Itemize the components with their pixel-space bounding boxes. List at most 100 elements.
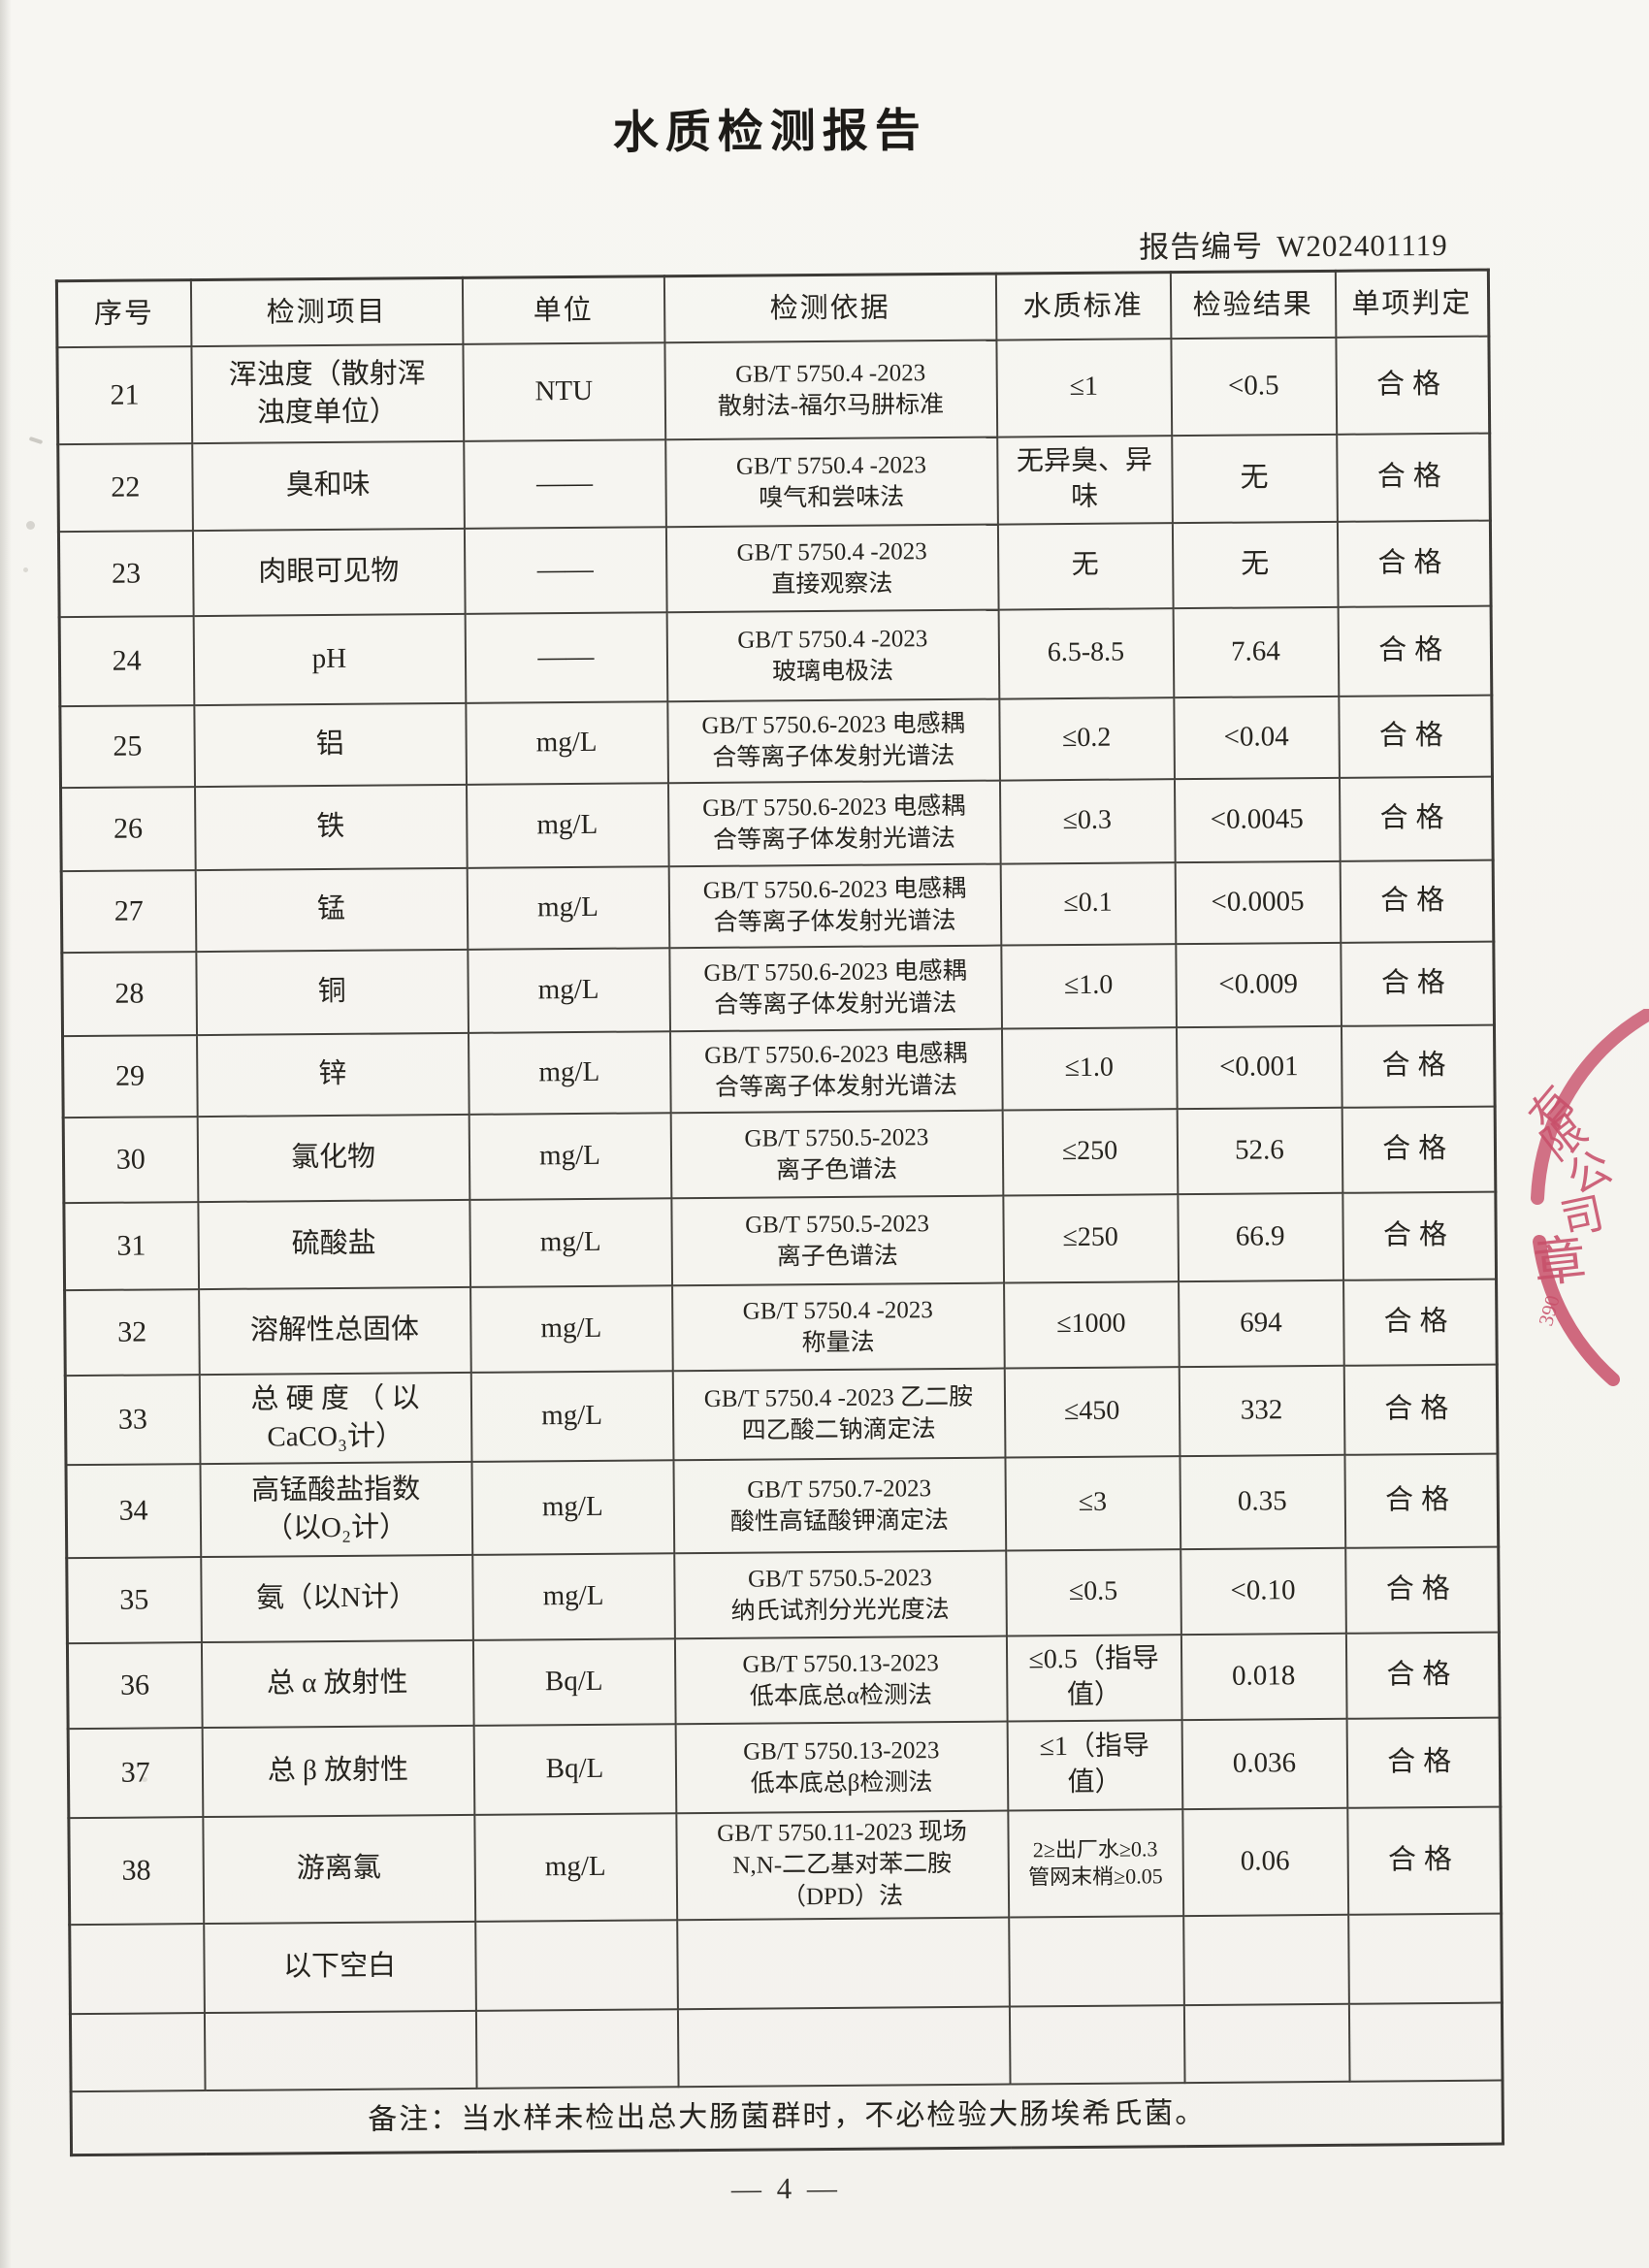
page-title: 水质检测报告 — [612, 104, 927, 158]
cell-unit: mg/L — [467, 865, 669, 950]
cell-method: GB/T 5750.7-2023 酸性高锰酸钾滴定法 — [672, 1457, 1006, 1553]
table-row: 22 臭和味 —— GB/T 5750.4 -2023 嗅气和尝味法 无异臭、异… — [57, 433, 1491, 532]
seal-char: 司 — [1557, 1189, 1608, 1245]
header-method: 检测依据 — [663, 274, 996, 342]
cell-judgment: 合格 — [1341, 1024, 1496, 1108]
cell-judgment: 合格 — [1346, 1806, 1502, 1915]
cell-item: 氯化物 — [197, 1114, 469, 1202]
cell-standard: 无 — [997, 522, 1174, 610]
table-row: 23 肉眼可见物 —— GB/T 5750.4 -2023 直接观察法 无 无 … — [58, 520, 1492, 617]
cell-judgment: 合格 — [1346, 1717, 1501, 1808]
cell-result: 无 — [1172, 521, 1339, 608]
cell-method: GB/T 5750.4 -2023 散射法-福尔马肼标准 — [663, 340, 997, 439]
cell-no: 34 — [65, 1463, 201, 1558]
cell-unit: mg/L — [466, 782, 669, 868]
cell-item — [204, 2010, 477, 2090]
cell-no: 24 — [59, 615, 194, 706]
cell-item: 氨（以N计） — [200, 1554, 473, 1642]
cell-result: <0.10 — [1180, 1547, 1346, 1635]
cell-method — [677, 2006, 1011, 2087]
cell-method: GB/T 5750.13-2023 低本底总β检测法 — [675, 1721, 1008, 1813]
cell-judgment: 合格 — [1339, 776, 1494, 861]
table-row: 32 溶解性总固体 mg/L GB/T 5750.4 -2023 称量法 ≤10… — [64, 1279, 1498, 1376]
cell-judgment: 合格 — [1342, 1279, 1498, 1366]
cell-standard: ≤1.0 — [1000, 943, 1177, 1029]
table-row: 38 游离氯 mg/L GB/T 5750.11-2023 现场 N,N-二乙基… — [68, 1806, 1502, 1925]
scan-speck — [26, 521, 35, 530]
cell-unit: mg/L — [468, 1030, 671, 1115]
cell-no: 30 — [63, 1116, 198, 1203]
header-standard: 水质标准 — [995, 272, 1171, 340]
cell-method: GB/T 5750.6-2023 电感耦 合等离子体发射光谱法 — [669, 1028, 1003, 1113]
cell-standard: ≤250 — [1002, 1108, 1178, 1196]
cell-unit — [475, 2008, 679, 2089]
cell-result — [1182, 1914, 1349, 2005]
table-row: 33 总 硬 度 （ 以 CaCO₃计） mg/L GB/T 5750.4 -2… — [65, 1364, 1498, 1465]
table-row: 35 氨（以N计） mg/L GB/T 5750.5-2023 纳氏试剂分光光度… — [66, 1546, 1500, 1643]
cell-no: 38 — [68, 1816, 204, 1925]
cell-standard: 6.5-8.5 — [998, 607, 1174, 699]
cell-result: <0.04 — [1173, 696, 1340, 779]
cell-item: 溶解性总固体 — [198, 1286, 471, 1375]
cell-unit: mg/L — [470, 1459, 674, 1555]
cell-standard: 2≥出厂水≥0.3 管网末梢≥0.05 — [1007, 1808, 1183, 1918]
cell-standard: ≤250 — [1002, 1193, 1179, 1283]
cell-unit — [474, 1919, 678, 2011]
cell-no: 32 — [64, 1288, 200, 1376]
cell-method: GB/T 5750.4 -2023 称量法 — [671, 1282, 1005, 1371]
cell-item: 铝 — [193, 702, 467, 787]
cell-judgment: 合格 — [1337, 520, 1492, 607]
cell-result: <0.0005 — [1175, 860, 1341, 944]
cell-result: 694 — [1178, 1280, 1344, 1367]
blank-filler-row: 以下空白 — [69, 1913, 1503, 2014]
header-no: 序号 — [56, 279, 191, 347]
cell-judgment: 合格 — [1345, 1632, 1501, 1719]
cell-item: pH — [193, 613, 466, 705]
cell-judgment: 合格 — [1340, 859, 1494, 943]
cell-item: 臭和味 — [191, 440, 465, 531]
report-number-label: 报告编号 — [1139, 229, 1264, 265]
header-judgment: 单项判定 — [1335, 270, 1489, 338]
cell-method: GB/T 5750.4 -2023 玻璃电极法 — [666, 609, 999, 701]
cell-no: 31 — [63, 1201, 199, 1290]
cell-unit: mg/L — [469, 1284, 673, 1373]
cell-unit: Bq/L — [472, 1637, 676, 1726]
header-item: 检测项目 — [190, 277, 463, 346]
cell-unit: NTU — [462, 341, 665, 441]
cell-method: GB/T 5750.6-2023 电感耦 合等离子体发射光谱法 — [666, 698, 1000, 783]
cell-item: 硫酸盐 — [197, 1199, 470, 1289]
cell-result — [1183, 2003, 1350, 2083]
cell-standard — [1008, 1915, 1184, 2007]
cell-no: 21 — [56, 345, 192, 444]
cell-standard: ≤0.1 — [1000, 861, 1176, 946]
cell-standard: ≤450 — [1004, 1366, 1180, 1458]
cell-result: <0.001 — [1176, 1025, 1342, 1109]
table-row: 26 铁 mg/L GB/T 5750.6-2023 电感耦 合等离子体发射光谱… — [60, 776, 1494, 871]
cell-standard: ≤0.2 — [998, 697, 1175, 781]
table-row: 37 总 β 放射性 Bq/L GB/T 5750.13-2023 低本底总β检… — [68, 1717, 1501, 1818]
cell-item: 总 β 放射性 — [202, 1725, 474, 1817]
cell-method: GB/T 5750.5-2023 纳氏试剂分光光度法 — [673, 1550, 1007, 1638]
cell-result: 0.018 — [1180, 1633, 1347, 1720]
cell-item: 高锰酸盐指数 （以O₂计） — [199, 1461, 472, 1557]
cell-unit: mg/L — [471, 1552, 675, 1640]
cell-item: 总 α 放射性 — [201, 1639, 474, 1728]
scan-edge-shadow — [0, 0, 12, 2268]
cell-standard: 无异臭、异 味 — [996, 435, 1173, 525]
cell-standard: ≤1（指导 值） — [1007, 1719, 1182, 1811]
cell-result: 0.35 — [1179, 1454, 1345, 1549]
cell-method: GB/T 5750.13-2023 低本底总α检测法 — [674, 1636, 1008, 1724]
cell-judgment: 合格 — [1343, 1453, 1499, 1548]
cell-result: 无 — [1171, 434, 1338, 523]
table-header-row: 序号 检测项目 单位 检测依据 水质标准 检验结果 单项判定 — [56, 270, 1489, 347]
report-number-line: 报告编号 W202401119 — [55, 220, 1487, 275]
cell-judgment — [1348, 2002, 1504, 2082]
cell-no — [69, 1923, 205, 2014]
cell-no — [70, 2012, 206, 2091]
cell-no: 25 — [59, 704, 195, 788]
cell-standard — [1009, 2004, 1185, 2085]
cell-no: 23 — [58, 530, 194, 617]
table-row: 24 pH —— GB/T 5750.4 -2023 玻璃电极法 6.5-8.5… — [59, 605, 1492, 706]
cell-judgment: 合格 — [1343, 1364, 1498, 1455]
